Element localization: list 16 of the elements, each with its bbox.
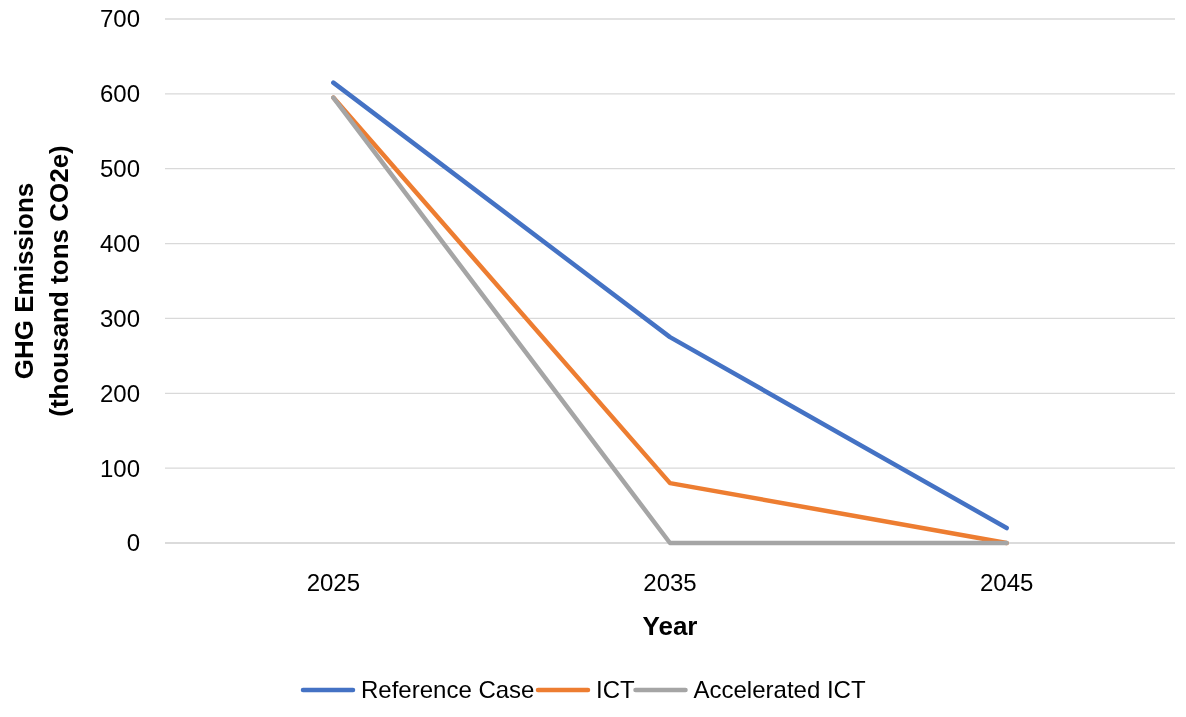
x-axis-title: Year	[642, 611, 698, 641]
y-axis-title: GHG Emissions (thousand tons CO2e)	[9, 145, 74, 417]
y-tick-label: 600	[99, 80, 140, 108]
y-tick-label: 200	[99, 379, 140, 407]
y-tick-label: 100	[99, 454, 140, 482]
y-tick-label: 700	[99, 5, 140, 33]
y-tick-label: 0	[126, 529, 140, 557]
y-tick-label: 500	[99, 155, 140, 183]
x-tick-label: 2025	[306, 569, 361, 596]
y-tick-label: 400	[99, 229, 140, 257]
legend-label: Reference Case	[361, 676, 535, 703]
x-tick-label: 2035	[643, 569, 697, 596]
x-tick-label: 2045	[979, 569, 1034, 596]
y-tick-label: 300	[99, 304, 140, 332]
legend-label: ICT	[596, 676, 635, 703]
legend-label: Accelerated ICT	[693, 676, 866, 703]
